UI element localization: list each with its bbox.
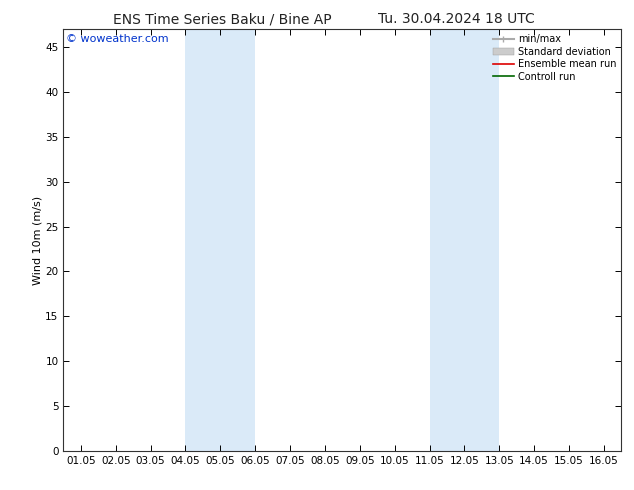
Text: ENS Time Series Baku / Bine AP: ENS Time Series Baku / Bine AP	[113, 12, 331, 26]
Text: © woweather.com: © woweather.com	[66, 34, 169, 44]
Text: Tu. 30.04.2024 18 UTC: Tu. 30.04.2024 18 UTC	[378, 12, 535, 26]
Y-axis label: Wind 10m (m/s): Wind 10m (m/s)	[32, 196, 42, 285]
Bar	[185, 29, 255, 451]
Bar	[429, 29, 500, 451]
Legend: min/max, Standard deviation, Ensemble mean run, Controll run: min/max, Standard deviation, Ensemble me…	[489, 31, 619, 84]
